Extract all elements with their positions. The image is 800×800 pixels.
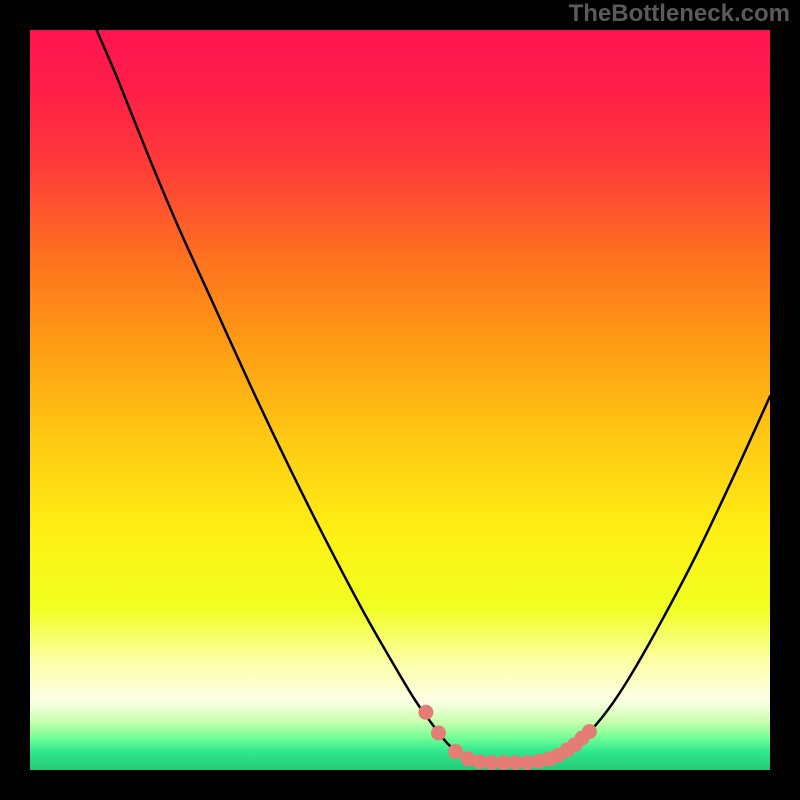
chart-svg	[0, 0, 800, 800]
highlight-dot	[431, 726, 446, 741]
highlight-dot	[418, 705, 433, 720]
highlight-dot	[582, 724, 597, 739]
attribution-label: TheBottleneck.com	[569, 0, 790, 28]
chart-stage: TheBottleneck.com	[0, 0, 800, 800]
gradient-plot	[30, 30, 770, 770]
highlight-dot	[448, 744, 463, 759]
